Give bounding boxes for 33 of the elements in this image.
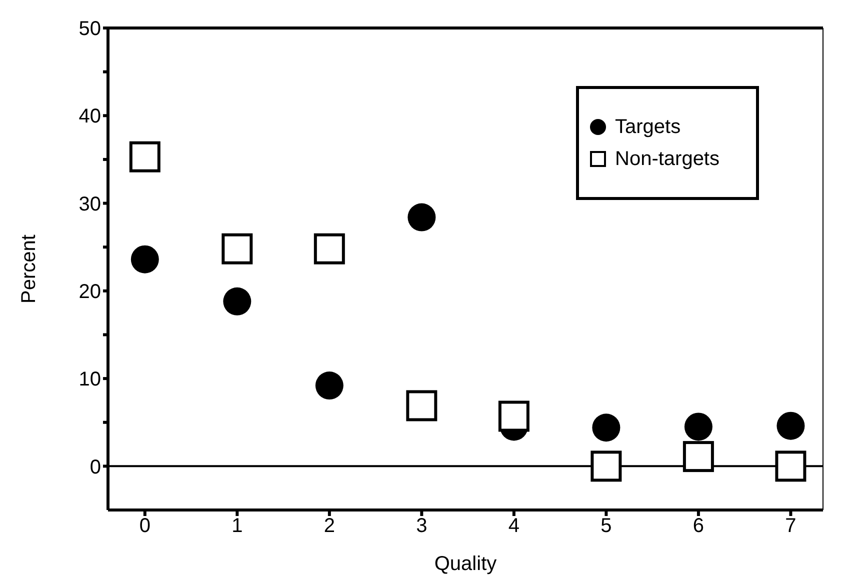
x-tick-label: 3 (416, 515, 428, 538)
point (314, 233, 345, 264)
point (590, 450, 622, 482)
y-tick-label: 50 (78, 18, 101, 40)
x-tick-label: 2 (324, 515, 335, 538)
x-axis-title: Quality (434, 553, 497, 575)
point (406, 390, 438, 422)
point (498, 400, 530, 432)
point (223, 287, 252, 316)
x-tick-label: 6 (692, 515, 704, 538)
x-tick-label: 1 (232, 515, 243, 538)
x-tick-label: 0 (139, 515, 150, 538)
x-tick-label: 4 (508, 515, 520, 538)
legend-label: Targets (615, 115, 681, 140)
point (684, 412, 712, 441)
point (315, 372, 344, 400)
y-axis-title: Percent (18, 234, 40, 304)
y-tick-label: 40 (78, 106, 101, 128)
x-tick-label: 5 (600, 515, 612, 538)
y-tick-label: 30 (78, 193, 101, 216)
legend-label: Non-targets (615, 147, 720, 172)
point (222, 233, 253, 264)
point (592, 414, 620, 442)
y-tick-label: 0 (90, 456, 101, 478)
point (129, 141, 160, 172)
y-tick-label: 20 (78, 281, 101, 304)
y-tick-label: 10 (78, 368, 101, 391)
x-tick-label: 7 (785, 515, 796, 538)
point (682, 441, 714, 472)
point (408, 203, 436, 232)
point (776, 412, 805, 440)
point (775, 450, 806, 482)
point (130, 245, 159, 274)
